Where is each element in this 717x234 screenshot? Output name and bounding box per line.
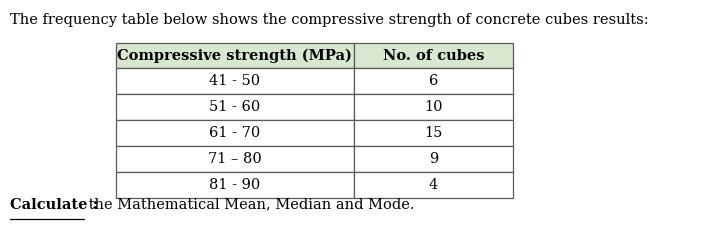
Text: 15: 15 [424, 126, 442, 140]
Text: No. of cubes: No. of cubes [383, 48, 484, 62]
Text: Calculate :: Calculate : [10, 198, 98, 212]
Text: 51 - 60: 51 - 60 [209, 100, 260, 114]
Bar [354, 172, 513, 198]
Bar [354, 120, 513, 146]
Bar [354, 95, 513, 120]
Bar [115, 120, 354, 146]
Bar [115, 146, 354, 172]
Text: 71 – 80: 71 – 80 [208, 152, 262, 166]
Text: 81 - 90: 81 - 90 [209, 178, 260, 192]
Bar [354, 69, 513, 95]
Text: 9: 9 [429, 152, 438, 166]
Text: 41 - 50: 41 - 50 [209, 74, 260, 88]
Bar [115, 95, 354, 120]
Text: 4: 4 [429, 178, 438, 192]
Bar [354, 146, 513, 172]
Text: The frequency table below shows the compressive strength of concrete cubes resul: The frequency table below shows the comp… [10, 13, 649, 27]
Bar [115, 172, 354, 198]
Text: 10: 10 [424, 100, 442, 114]
Bar [115, 69, 354, 95]
Bar [354, 43, 513, 69]
Text: 6: 6 [429, 74, 438, 88]
Text: 61 - 70: 61 - 70 [209, 126, 260, 140]
Text: Compressive strength (MPa): Compressive strength (MPa) [118, 48, 352, 63]
Bar [115, 43, 354, 69]
Text: the Mathematical Mean, Median and Mode.: the Mathematical Mean, Median and Mode. [84, 198, 414, 212]
